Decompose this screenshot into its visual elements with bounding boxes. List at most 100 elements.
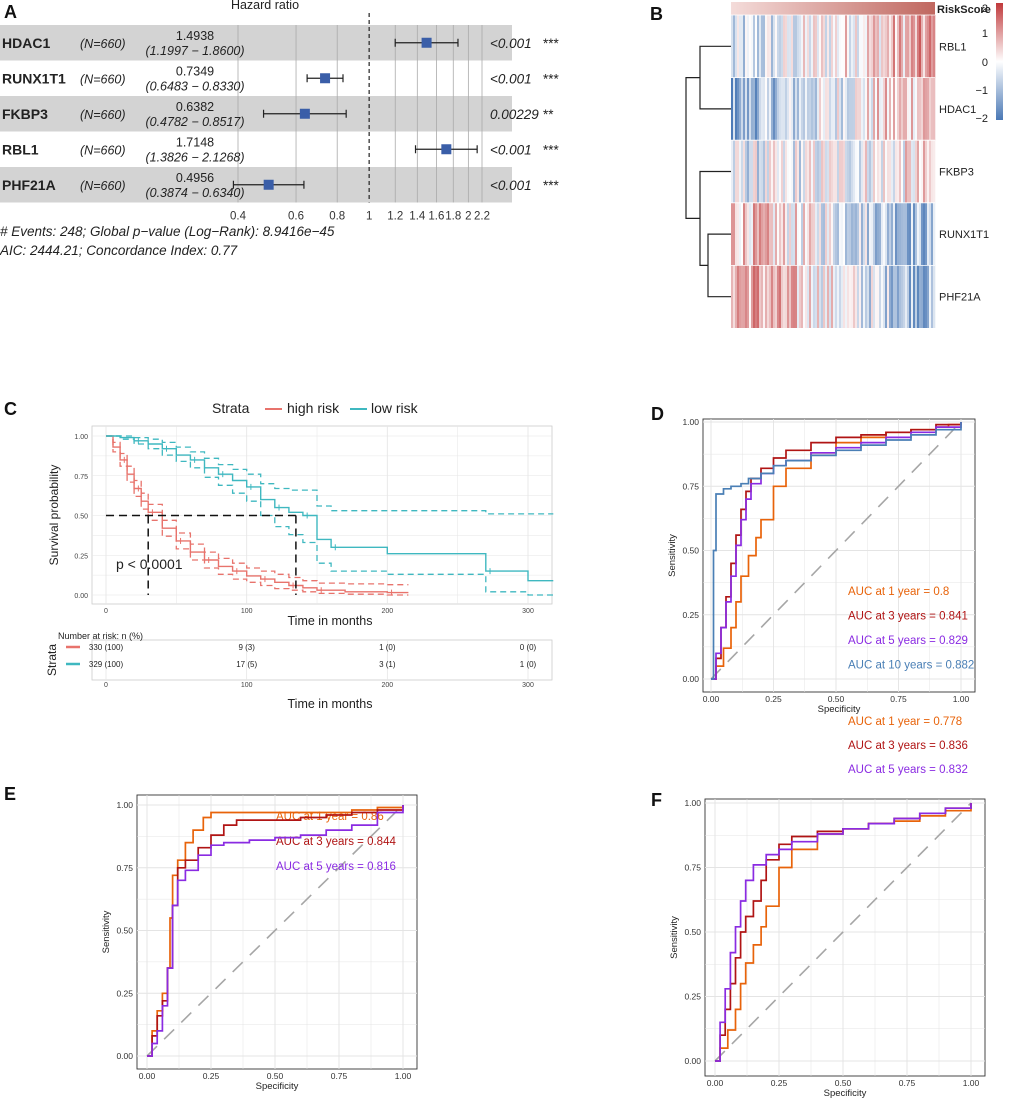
n-label: (N=660) — [80, 108, 126, 122]
heatmap-cell — [925, 15, 928, 78]
heatmap-cell — [853, 140, 856, 203]
significance-stars: ** — [543, 107, 554, 122]
y-tick-label: 0.75 — [74, 474, 88, 481]
y-tick-label: 1.00 — [74, 434, 88, 441]
heatmap-cell — [781, 77, 784, 141]
heatmap-cell — [871, 15, 874, 78]
heatmap-cell — [785, 15, 788, 78]
heatmap-cell — [857, 15, 860, 78]
heatmap-cell — [773, 77, 776, 141]
dendrogram-branch — [685, 76, 700, 219]
heatmap-cell — [883, 265, 886, 328]
heatmap-cell — [839, 15, 842, 78]
heatmap-cell — [821, 265, 824, 328]
heatmap-cell — [801, 265, 804, 328]
risk-cell: 9 (3) — [238, 643, 255, 652]
heatmap-cell — [825, 15, 828, 78]
heatmap-cell — [731, 265, 734, 328]
heatmap-cell — [795, 202, 798, 266]
heatmap-cell — [889, 15, 892, 78]
risk-cell: 3 (1) — [379, 660, 396, 669]
heatmap-cell — [783, 15, 786, 78]
y-tick-label: 0.50 — [74, 514, 88, 521]
heatmap-cell — [747, 15, 750, 78]
heatmap-cell — [867, 140, 870, 203]
hr-point — [421, 37, 432, 48]
heatmap-cell — [793, 265, 796, 328]
heatmap-cell — [857, 140, 860, 203]
heatmap-cell — [787, 15, 790, 78]
heatmap-cell — [853, 265, 856, 328]
heatmap-cell — [905, 140, 908, 203]
y-tick-label: 0.00 — [116, 1051, 133, 1061]
heatmap-cell — [929, 77, 932, 141]
heatmap-cell — [835, 15, 838, 78]
heatmap-cell — [767, 77, 770, 141]
ci-lower-line — [106, 435, 409, 596]
heatmap-cell — [775, 140, 778, 203]
panel-letter: D — [651, 404, 664, 424]
heatmap-cell — [929, 140, 932, 203]
heatmap-cell — [823, 140, 826, 203]
heatmap-cell — [847, 15, 850, 78]
heatmap-cell — [741, 202, 744, 266]
heatmap-cell — [883, 202, 886, 266]
heatmap-cell — [905, 15, 908, 78]
heatmap-cell — [899, 265, 902, 328]
forest-plot: 0.4 0.6 0.8 1 1.2 1.4 1.6 1.8 2 2.2 Hazard ratio HD… — [0, 0, 560, 258]
heatmap-cell — [919, 15, 922, 78]
heatmap-cell — [777, 140, 780, 203]
heatmap-cell — [875, 265, 878, 328]
heatmap-cell — [801, 15, 804, 78]
heatmap-cell — [919, 202, 922, 266]
hr-value: 1.4938 — [176, 29, 214, 43]
heatmap-cell — [749, 77, 752, 141]
gene-label: FKBP3 — [2, 106, 48, 122]
heatmap-cell — [835, 140, 838, 203]
heatmap-cell — [817, 15, 820, 78]
heatmap-cell — [731, 140, 734, 203]
heatmap-cell — [869, 265, 872, 328]
heatmap-cell — [827, 202, 830, 266]
heatmap-cell — [933, 265, 936, 328]
heatmap-cell — [913, 77, 916, 141]
heatmap-cell — [851, 15, 854, 78]
heatmap-cell — [771, 77, 774, 141]
heatmap-cell — [807, 15, 810, 78]
heatmap-cell — [829, 77, 832, 141]
dendrogram-branch — [699, 45, 731, 110]
heatmap-cell — [797, 15, 800, 78]
heatmap-cell — [907, 265, 910, 328]
heatmap-cell — [783, 77, 786, 141]
heatmap-cell — [731, 77, 734, 141]
heatmap-cell — [911, 202, 914, 266]
heatmap-cell — [805, 77, 808, 141]
heatmap-cell — [755, 77, 758, 141]
heatmap-cell — [885, 265, 888, 328]
heatmap-cell — [741, 77, 744, 141]
heatmap-cell — [759, 77, 762, 141]
heatmap-cell — [843, 77, 846, 141]
heatmap-cell — [859, 140, 862, 203]
heatmap-cell — [809, 15, 812, 78]
auc-label: AUC at 1 year = 0.86 — [276, 811, 384, 823]
heatmap-cell — [875, 15, 878, 78]
heatmap-cell — [745, 202, 748, 266]
x-tick-label: 0.25 — [765, 694, 782, 704]
heatmap-cell — [761, 140, 764, 203]
heatmap-cell — [771, 202, 774, 266]
heatmap-cell — [817, 265, 820, 328]
x-tick-label: 200 — [381, 608, 393, 615]
heatmap-cell — [881, 265, 884, 328]
auc-label: AUC at 3 years = 0.841 — [848, 611, 968, 623]
heatmap-cell — [847, 202, 850, 266]
heatmap-cell — [923, 140, 926, 203]
heatmap-cell — [795, 77, 798, 141]
heatmap-cell — [855, 140, 858, 203]
heatmap-cell — [831, 202, 834, 266]
heatmap-cell — [785, 202, 788, 266]
heatmap-cell — [833, 15, 836, 78]
heatmap-cell — [919, 265, 922, 328]
heatmap-row-label: FKBP3 — [939, 167, 974, 179]
colorbar-tick: −1 — [975, 85, 988, 97]
